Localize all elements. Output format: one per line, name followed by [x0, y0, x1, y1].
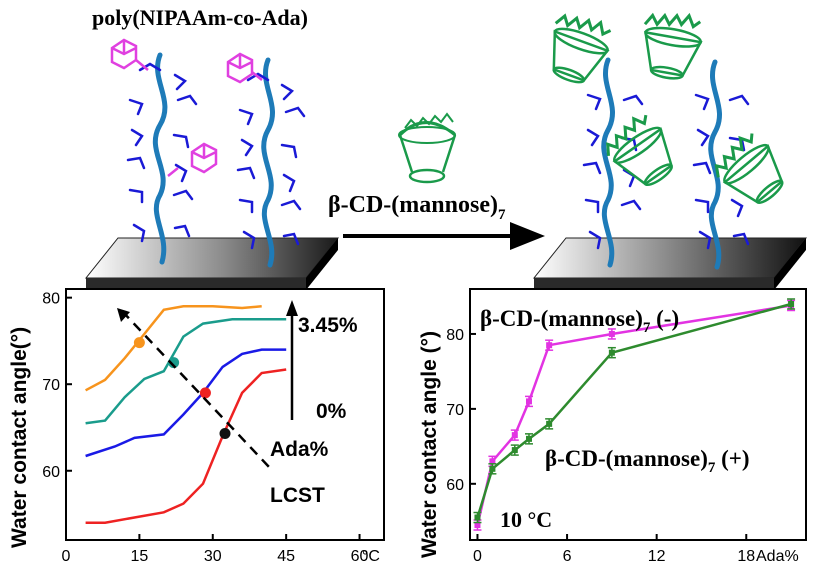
data-point: [546, 420, 553, 427]
right-axis-ticks: 0 6 12 18 60 70 80: [446, 327, 755, 562]
annot-high: 3.45%: [298, 314, 358, 337]
left-chart: 0 15 30 45 60 60 70 80 3.45% 0% Ada% LCST Water…: [8, 288, 385, 562]
x-tick-label: 0: [473, 548, 482, 562]
left-axis-ticks: 0 15 30 45 60 60 70 80: [42, 291, 368, 562]
y-tick-label: 80: [446, 327, 464, 344]
x-tick-label: 15: [130, 548, 148, 562]
data-point: [511, 447, 518, 454]
annot-low: 0%: [316, 400, 347, 423]
x-tick-label: 30: [204, 548, 222, 562]
x-tick-label: 60: [351, 548, 369, 562]
right-x-unit: Ada%: [756, 548, 799, 562]
ada-arrowhead: [286, 300, 298, 316]
lcst-marker-4: [219, 428, 231, 440]
series-line-1: [85, 305, 262, 392]
mannose-cone-complexes: [552, 12, 784, 205]
right-plot-frame: [469, 288, 807, 541]
x-tick-label: 18: [737, 548, 755, 562]
y-tick-label: 70: [446, 402, 464, 419]
left-series: [85, 305, 287, 524]
x-tick-label: 6: [563, 548, 572, 562]
polymer-brush-left: [110, 38, 306, 268]
left-lcst-markers: [133, 337, 231, 440]
y-tick-label: 60: [42, 464, 60, 481]
lcst-marker-1: [133, 337, 145, 349]
x-tick-label: 0: [62, 548, 71, 562]
lcst-marker-3: [199, 387, 211, 399]
y-tick-label: 60: [446, 477, 464, 494]
y-tick-label: 80: [42, 291, 60, 308]
right-series: [473, 298, 796, 531]
left-x-unit: °C: [362, 548, 380, 562]
data-point: [489, 458, 496, 465]
lcst-arrowhead: [117, 308, 130, 322]
lcst-marker-2: [168, 357, 180, 369]
y-tick-label: 70: [42, 377, 60, 394]
series-line-1: [476, 304, 792, 526]
right-y-label: Water contact angle (°): [418, 331, 441, 558]
left-plot-frame: [65, 288, 385, 541]
data-point: [489, 465, 496, 472]
substrate-right: [532, 237, 808, 290]
data-point: [788, 300, 795, 307]
data-point: [525, 435, 532, 442]
data-point: [608, 349, 615, 356]
data-point: [474, 522, 481, 529]
left-y-label: Water contact angle(°): [8, 327, 31, 548]
polymer-label: poly(NIPAAm-co-Ada): [92, 5, 308, 30]
right-chart: 0 6 12 18 60 70 80 β-CD-(mannose)7 (-) β-CD-(m…: [418, 288, 807, 562]
substrate-left: [84, 237, 340, 290]
annot-ada: Ada%: [270, 438, 329, 461]
data-point: [511, 432, 518, 439]
reaction-arrow: [343, 222, 545, 250]
annot-lcst: LCST: [270, 484, 325, 507]
series-line-3: [85, 348, 287, 458]
series-line-4: [85, 368, 287, 524]
temperature-label: 10 °C: [500, 507, 552, 532]
data-point: [474, 514, 481, 521]
data-point: [525, 398, 532, 405]
data-point: [608, 330, 615, 337]
series-line-2: [85, 318, 287, 425]
reaction-label: β-CD-(mannose)7: [328, 192, 506, 223]
right-label-plus: β-CD-(mannose)7 (+): [545, 446, 750, 476]
polymer-brush-right: [582, 57, 750, 270]
x-tick-label: 45: [277, 548, 295, 562]
cyclodextrin-icon: [398, 112, 457, 184]
right-label-minus: β-CD-(mannose)7 (-): [480, 306, 679, 336]
lcst-dashed-line: [121, 310, 271, 469]
x-tick-label: 12: [648, 548, 666, 562]
data-point: [546, 342, 553, 349]
